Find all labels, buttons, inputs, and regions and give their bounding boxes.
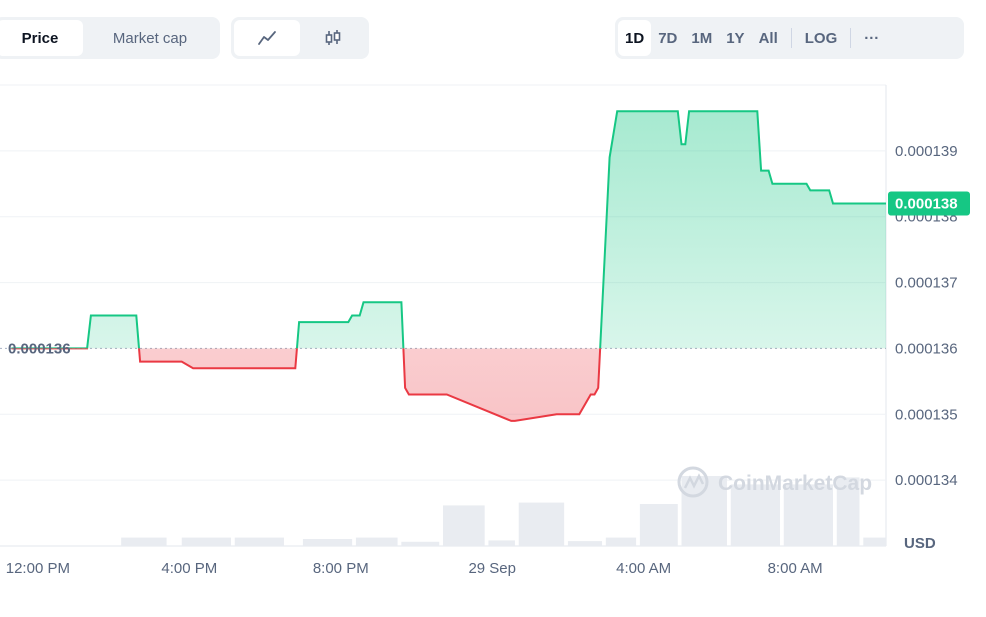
more-options-button[interactable]: ··· [864,29,880,47]
volume-bar [234,537,284,546]
y-tick-label: 0.000137 [895,275,958,292]
volume-bar [518,502,565,546]
candlestick-chart-button[interactable] [300,20,366,56]
y-tick-label: 0.000134 [895,472,958,489]
volume-bar [567,541,603,546]
price-line [11,110,886,422]
x-tick-label: 4:00 PM [161,560,217,577]
y-tick-label: 0.000139 [895,143,958,160]
current-price-badge [888,191,970,216]
volume-bar [355,537,398,546]
volume-bar [488,540,515,546]
candlestick-chart-icon [325,30,341,45]
volume-bar [836,477,860,546]
time-range-toggle: 1D 7D 1M 1Y All LOG ··· [615,17,964,59]
range-1m-button[interactable]: 1M [691,29,713,47]
range-divider [850,28,852,48]
price-line-down [11,348,602,422]
volume-bar [181,537,231,546]
coinmarketcap-logo-mark [683,473,705,489]
range-7d-button[interactable]: 7D [658,29,678,47]
volume-bar [605,537,637,546]
volume-bar [730,484,780,546]
x-tick-label: 29 Sep [468,560,516,577]
watermark-text: CoinMarketCap [718,472,872,495]
coinmarketcap-logo-icon [677,466,709,498]
x-tick-label: 8:00 PM [313,560,369,577]
volume-bar [302,539,353,546]
x-tick-label: 8:00 AM [768,560,823,577]
volume-bar [121,537,167,546]
range-1d-button[interactable]: 1D [618,20,652,56]
current-price-label: 0.000138 [895,196,958,213]
metric-toggle: Price Market cap [0,17,220,59]
x-tick-label: 12:00 PM [6,560,70,577]
range-all-button[interactable]: All [758,29,778,47]
volume-bar [639,504,678,546]
price-area-up [11,111,886,349]
chart-type-toggle [231,17,369,59]
range-divider [790,28,792,48]
volume-bar [443,505,485,546]
currency-unit-label: USD [904,535,936,552]
price-area-down [139,348,601,421]
market-cap-tab[interactable]: Market cap [112,29,188,47]
line-chart-icon [258,31,276,45]
line-chart-button[interactable] [234,20,300,56]
baseline-label: 0.000136 [8,340,71,357]
x-tick-label: 4:00 AM [616,560,671,577]
price-area [11,111,886,421]
y-tick-label: 0.000136 [895,340,958,357]
log-scale-button[interactable]: LOG [804,29,838,47]
watermark: CoinMarketCap [677,466,872,498]
volume-bar [783,484,833,546]
price-tab[interactable]: Price [0,20,83,56]
volume-bar [401,541,440,546]
axes: 0.000134 0.000135 0.000136 0.000137 0.000138… [6,143,970,577]
range-1y-button[interactable]: 1Y [726,29,745,47]
volume-bar [863,537,886,546]
y-tick-label: 0.000135 [895,406,958,423]
price-line-up [11,110,886,349]
